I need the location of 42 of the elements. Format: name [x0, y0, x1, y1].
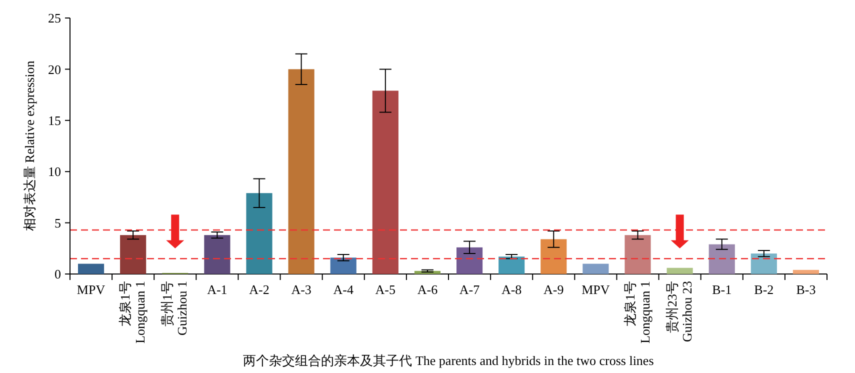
x-tick-label: 龙泉1号 Longquan 1 [622, 281, 652, 344]
x-tick-label: A-4 [333, 282, 354, 297]
x-tick-label: MPV [582, 282, 610, 297]
bar [330, 258, 356, 274]
y-tick-label: 0 [54, 266, 61, 282]
bar [120, 235, 146, 274]
x-tick-label: B-3 [796, 282, 816, 297]
x-tick-label: A-2 [249, 282, 270, 297]
bar [498, 256, 525, 274]
x-tick-label: A-8 [501, 282, 522, 297]
x-tick-label: A-6 [417, 282, 438, 297]
x-tick-label: A-7 [459, 282, 480, 297]
y-tick-label: 20 [48, 62, 61, 77]
x-tick-label: A-3 [291, 282, 312, 297]
y-tick-label: 5 [54, 215, 61, 230]
bar [750, 254, 777, 274]
x-tick-label: B-1 [712, 282, 732, 297]
x-tick-label: MPV [76, 282, 106, 297]
y-axis-title: 相对表达量 Relative expression [22, 60, 37, 232]
bar [624, 235, 651, 274]
bar [582, 264, 609, 274]
y-tick-label: 10 [48, 164, 61, 180]
x-axis-title: 两个杂交组合的亲本及其子代 The parents and hybrids in the two cross lines [243, 353, 654, 368]
y-tick-label: 25 [48, 10, 61, 26]
x-tick-label: B-2 [754, 282, 774, 297]
bar [456, 247, 483, 274]
x-tick-label: A-9 [544, 282, 564, 297]
bar [204, 235, 230, 274]
bar [246, 193, 272, 274]
x-tick-label: A-5 [375, 282, 396, 297]
bar [78, 264, 104, 274]
bar [792, 270, 820, 274]
x-tick-label: 贵州1号 Guizhou 1 [160, 281, 190, 336]
bar [708, 244, 735, 274]
x-tick-label: 龙泉1号 Longquan 1 [118, 281, 148, 344]
x-tick-label: A-1 [207, 282, 228, 297]
bar [288, 69, 314, 274]
bar [540, 239, 567, 274]
bar [666, 268, 693, 274]
bar [372, 90, 398, 274]
y-tick-label: 15 [48, 112, 61, 128]
x-tick-label: 贵州23号 Guizhou 23 [664, 281, 694, 342]
